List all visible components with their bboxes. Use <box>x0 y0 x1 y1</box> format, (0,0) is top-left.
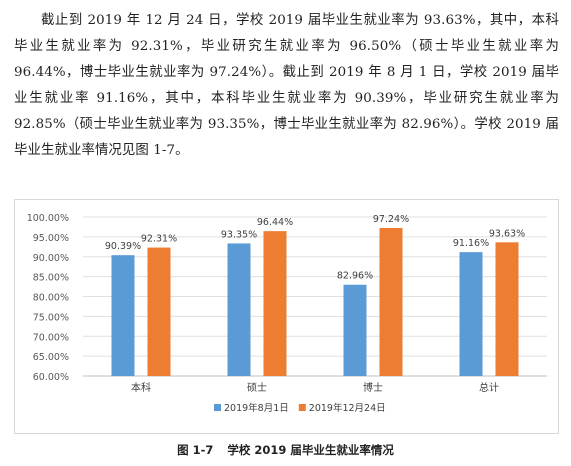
data-label: 91.16% <box>453 238 489 249</box>
y-tick-label: 90.00% <box>33 253 69 264</box>
y-tick-label: 60.00% <box>33 372 69 383</box>
bar <box>147 247 171 376</box>
x-tick-label: 硕士 <box>247 381 267 394</box>
bar <box>343 284 367 376</box>
y-tick-label: 65.00% <box>33 352 69 363</box>
data-label: 96.44% <box>257 217 293 228</box>
legend-swatch <box>298 404 306 411</box>
legend-label: 2019年12月24日 <box>309 402 386 414</box>
data-label: 97.24% <box>373 214 409 225</box>
figure-caption: 图 1-7 学校 2019 届毕业生就业率情况 <box>0 442 571 458</box>
bar-chart: 60.00% 65.00% 70.00% 75.00% 80.00% 85.00% 90.0… <box>14 199 559 434</box>
body-paragraph: 截止到 2019 年 12 月 24 日，学校 2019 届毕业生就业率为 93… <box>14 13 559 158</box>
bar <box>379 227 403 376</box>
y-tick-label: 75.00% <box>33 312 69 323</box>
data-label: 82.96% <box>337 271 373 282</box>
data-label: 93.63% <box>489 228 525 239</box>
data-label: 90.39% <box>105 241 141 252</box>
figure-number: 图 1-7 <box>177 443 214 457</box>
bar <box>459 252 483 376</box>
x-tick-label: 博士 <box>363 381 383 394</box>
x-tick-label: 本科 <box>131 381 151 394</box>
y-tick-label: 100.00% <box>27 213 69 224</box>
figure-title: 学校 2019 届毕业生就业率情况 <box>227 443 394 457</box>
chart-canvas: 60.00% 65.00% 70.00% 75.00% 80.00% 85.00% 90.0… <box>27 213 547 414</box>
data-label: 92.31% <box>141 234 177 245</box>
y-tick-label: 85.00% <box>33 273 69 284</box>
y-tick-label: 95.00% <box>33 233 69 244</box>
data-label: 93.35% <box>221 229 257 240</box>
y-tick-label: 80.00% <box>33 293 69 304</box>
bar <box>227 243 251 376</box>
legend-label: 2019年8月1日 <box>224 402 289 414</box>
y-tick-label: 70.00% <box>33 332 69 343</box>
bar <box>263 231 287 376</box>
bar <box>495 242 519 376</box>
bar <box>111 255 135 376</box>
x-tick-label: 总计 <box>479 381 499 394</box>
legend-swatch <box>214 404 221 411</box>
